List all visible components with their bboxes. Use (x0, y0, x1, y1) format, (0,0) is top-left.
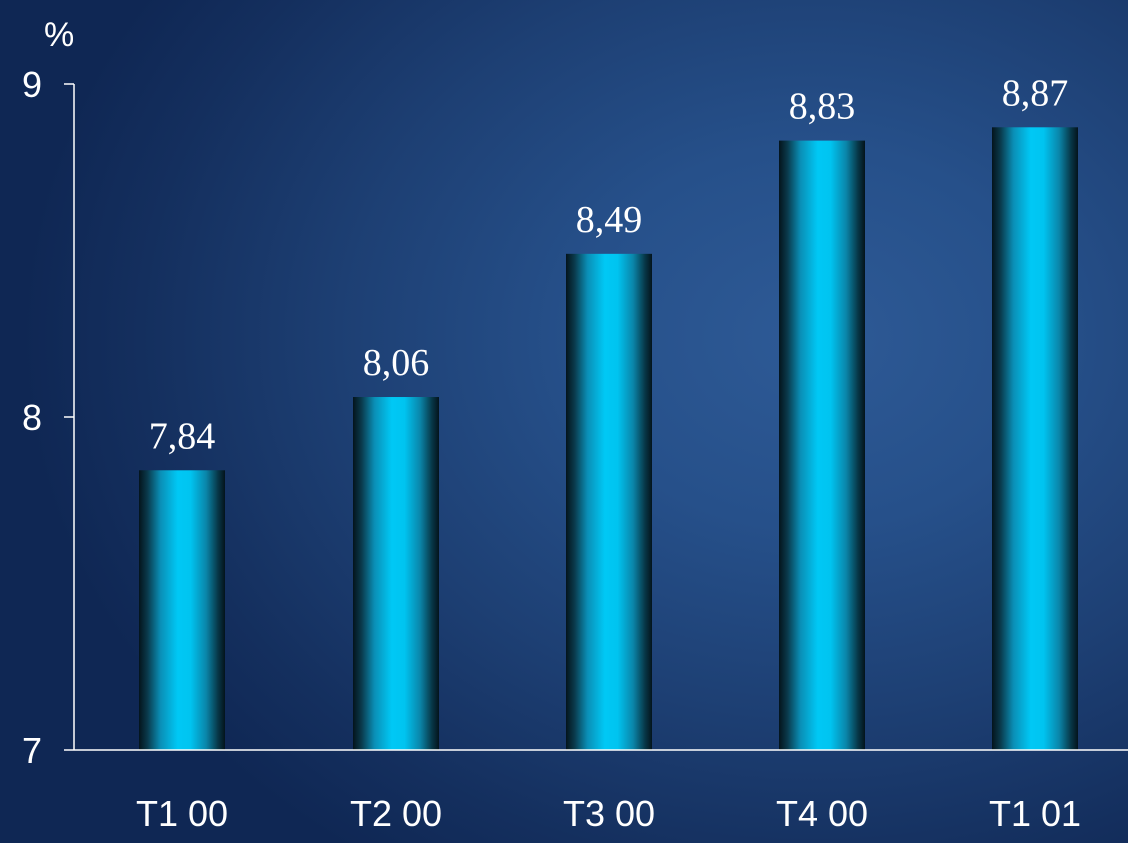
y-tick-label: 8 (22, 397, 42, 438)
y-tick-label: 7 (22, 730, 42, 771)
y-axis-unit-label: % (44, 16, 74, 54)
bar-value-label: 8,87 (1002, 72, 1069, 114)
bar-value-label: 7,84 (149, 415, 216, 457)
y-axis: 7 8 9 (22, 64, 75, 771)
x-category-label: T1 00 (136, 793, 228, 834)
bars: 7,84 8,06 8,49 8,83 8,87 (139, 72, 1078, 751)
y-tick-label: 9 (22, 64, 42, 105)
bar (779, 140, 865, 751)
bar (139, 470, 225, 750)
x-category-label: T1 01 (989, 793, 1081, 834)
bar-value-label: 8,49 (576, 199, 643, 241)
bar (992, 127, 1078, 751)
bar-value-label: 8,83 (789, 86, 856, 128)
bar (353, 397, 439, 750)
x-category-label: T2 00 (350, 793, 442, 834)
bar-value-label: 8,06 (363, 342, 430, 384)
x-axis: T1 00 T2 00 T3 00 T4 00 T1 01 (74, 749, 1128, 834)
x-category-label: T3 00 (563, 793, 655, 834)
bar (566, 253, 652, 750)
x-category-label: T4 00 (776, 793, 868, 834)
